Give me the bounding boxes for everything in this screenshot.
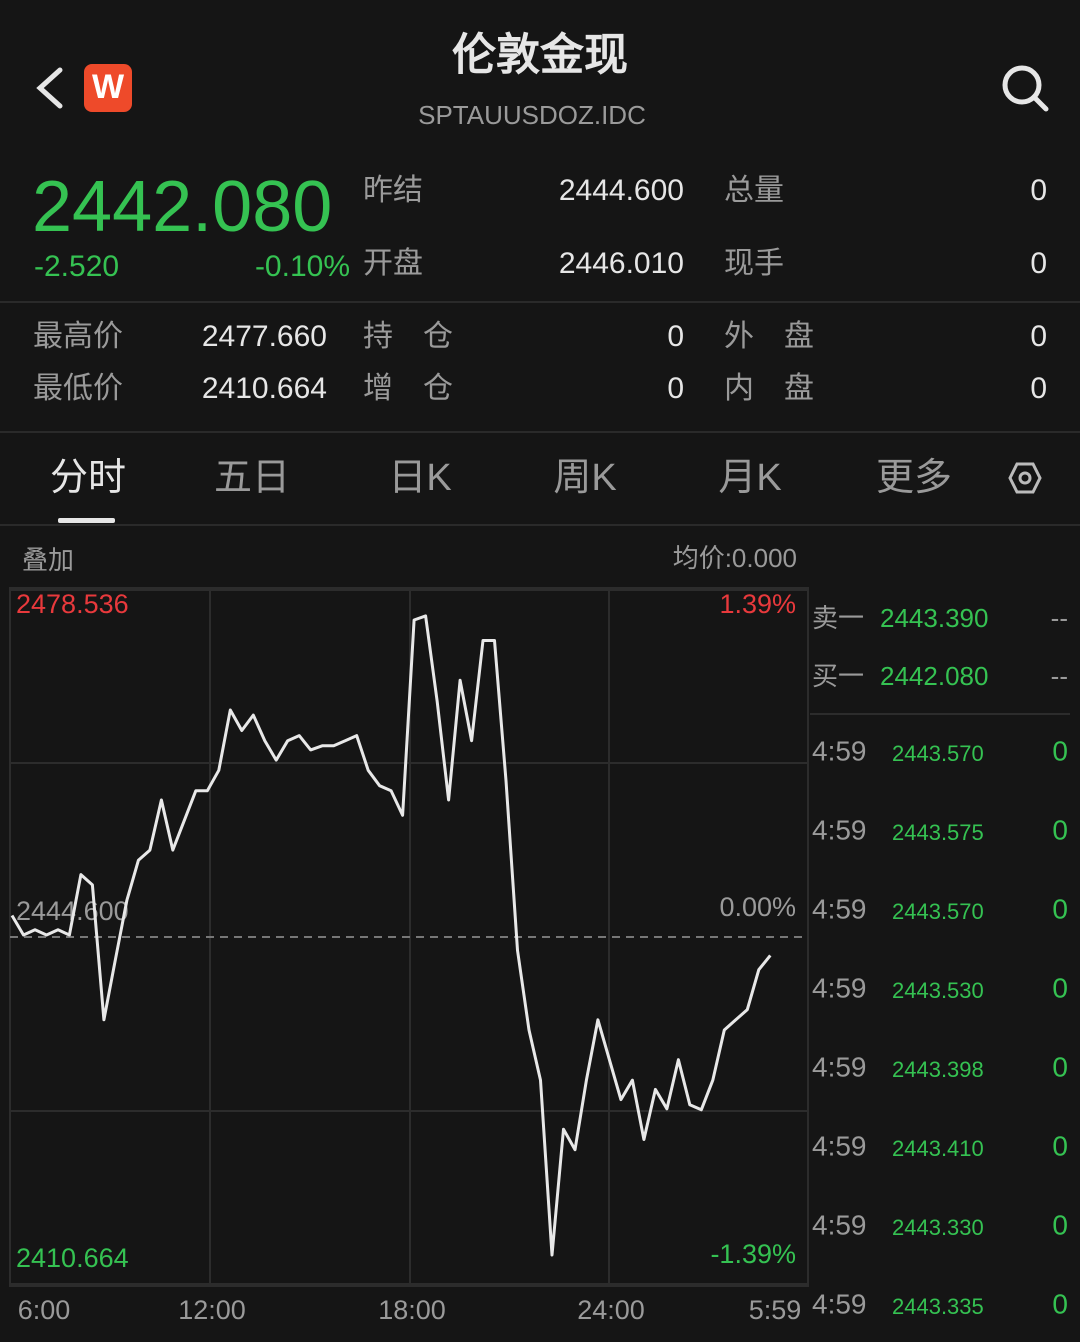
trade-volume: 0 [1052,735,1068,766]
trade-volume: 0 [1052,1051,1068,1082]
trade-price: 2443.575 [892,820,984,845]
stat-label: 内 盘 [724,372,814,405]
badge-text: W [92,68,125,106]
overlay-label[interactable]: 叠加 [22,545,74,575]
field-label: 昨结 [363,174,423,207]
trade-volume: 0 [1052,814,1068,845]
trade-price: 2443.570 [892,899,984,924]
change-pct: -0.10% [255,250,350,283]
stat-value: 0 [1030,372,1047,405]
field-value: 0 [1030,247,1047,280]
book-price: 2443.390 [880,603,988,633]
stat-label: 外 盘 [724,320,814,353]
stat-value: 2410.664 [202,372,327,405]
trade-price: 2443.398 [892,1057,984,1082]
trade-time: 4:59 [812,1288,867,1319]
book-price: 2442.080 [880,661,988,691]
stat-value: 2477.660 [202,320,327,353]
stat-label: 最低价 [33,372,123,405]
change: -2.520 [34,250,119,283]
trade-price: 2443.570 [892,741,984,766]
book-side: 卖一 [812,603,864,633]
stat-label: 持 仓 [363,320,453,353]
y2-tick-label: 0.00% [719,892,796,922]
trade-time: 4:59 [812,735,867,766]
field-label: 开盘 [363,247,423,280]
y-tick-label: 2410.664 [16,1243,129,1273]
trade-price: 2443.335 [892,1294,984,1319]
tab[interactable]: 更多 [876,457,952,499]
code: SPTAUUSDOZ.IDC [418,100,646,130]
stat-value: 0 [1030,320,1047,353]
tab[interactable]: 分时 [50,457,126,499]
trade-price: 2443.530 [892,978,984,1003]
stat-value: 0 [667,320,684,353]
stat-label: 最高价 [33,320,123,353]
x-tick-label: 24:00 [577,1295,645,1325]
x-tick-label: 5:59 [749,1295,802,1325]
trade-volume: 0 [1052,893,1068,924]
y2-tick-label: -1.39% [710,1239,796,1269]
field-value: 2444.600 [559,174,684,207]
avg-price: 均价:0.000 [673,543,797,573]
trade-time: 4:59 [812,814,867,845]
tab[interactable]: 周K [553,457,616,499]
field-value: 2446.010 [559,247,684,280]
trade-volume: 0 [1052,1130,1068,1161]
trade-volume: 0 [1052,1209,1068,1240]
tab[interactable]: 五日 [214,457,290,499]
trade-volume: 0 [1052,1288,1068,1319]
x-tick-label: 18:00 [378,1295,446,1325]
tab-indicator [58,518,115,523]
book-volume: -- [1051,603,1068,633]
field-label: 总量 [724,174,784,207]
price-line [10,614,772,1257]
y2-tick-label: 1.39% [719,589,796,619]
title: 伦敦金现 [452,31,628,80]
back-button[interactable] [36,67,63,109]
trade-volume: 0 [1052,972,1068,1003]
price: 2442.080 [32,167,332,247]
trade-time: 4:59 [812,893,867,924]
tab[interactable]: 日K [388,457,451,499]
tab[interactable]: 月K [718,457,781,499]
stat-label: 增 仓 [363,372,453,405]
search-button[interactable] [1002,65,1049,112]
trade-time: 4:59 [812,1051,867,1082]
trade-time: 4:59 [812,1130,867,1161]
y-tick-label: 2478.536 [16,589,129,619]
x-tick-label: 6:00 [18,1295,71,1325]
trade-time: 4:59 [812,1209,867,1240]
field-value: 0 [1030,174,1047,207]
settings-button[interactable] [1008,462,1042,494]
stat-value: 0 [667,372,684,405]
trade-price: 2443.330 [892,1215,984,1240]
trade-time: 4:59 [812,972,867,1003]
badge [84,64,132,112]
trade-price: 2443.410 [892,1136,984,1161]
book-volume: -- [1051,661,1068,691]
book-side: 买一 [812,661,864,691]
field-label: 现手 [724,247,784,280]
x-tick-label: 12:00 [178,1295,246,1325]
